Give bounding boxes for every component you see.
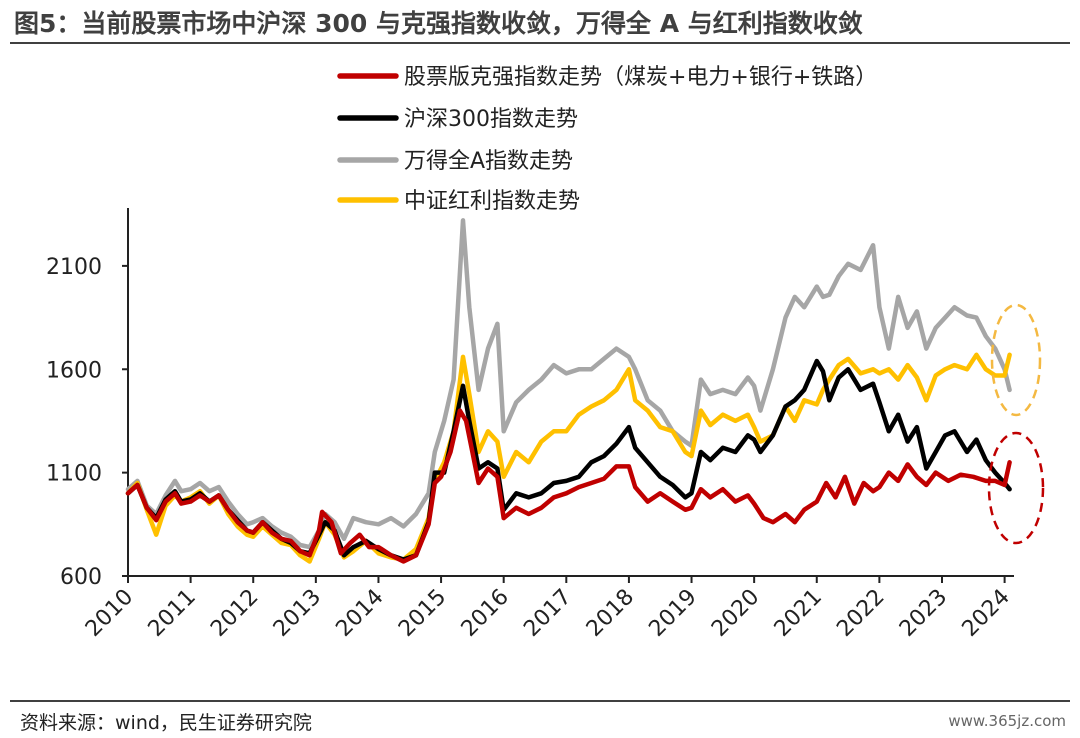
series-line-2 [125,218,1012,550]
series-line-0 [125,408,1012,564]
x-tick-label: 2013 [269,585,326,642]
x-tick-label: 2019 [645,585,702,642]
chart-annotations [987,303,1045,545]
line-chart: 股票版克强指数走势（煤炭+电力+银行+铁路） 沪深300指数走势万得全A指数走势中… [46,65,1045,642]
legend-label-1: 沪深300指数走势 [404,107,578,132]
x-tick-label: 2021 [770,585,827,642]
annotation-ellipse-yellow [990,303,1042,417]
source-note: 资料来源：wind，民生证券研究院 [20,712,312,734]
x-tick-label: 2016 [457,585,514,642]
x-tick-label: 2022 [832,585,889,642]
y-tick-label: 1100 [46,462,102,487]
title-divider [10,42,1070,44]
x-tick-label: 2011 [144,585,201,642]
chart-series [125,218,1012,564]
x-tick-label: 2018 [582,585,639,642]
page-title: 图5：当前股票市场中沪深 300 与克强指数收敛，万得全 A 与红利指数收敛 [14,9,863,38]
x-tick-label: 2024 [958,585,1015,642]
x-tick-label: 2012 [206,585,263,642]
x-tick-label: 2020 [707,585,764,642]
legend-label-0: 股票版克强指数走势（煤炭+电力+银行+铁路） [404,65,877,90]
footer-divider [10,700,1070,702]
chart-legend: 股票版克强指数走势（煤炭+电力+银行+铁路） 沪深300指数走势万得全A指数走势中… [337,65,877,214]
x-tick-label: 2010 [81,585,138,642]
x-tick-label: 2014 [331,585,388,642]
series-line-3 [125,352,1012,564]
x-tick-label: 2015 [394,585,451,642]
x-tick-label: 2023 [895,585,952,642]
y-tick-label: 1600 [46,358,102,383]
legend-label-3: 中证红利指数走势 [404,189,580,214]
legend-label-2: 万得全A指数走势 [404,149,573,174]
x-tick-label: 2017 [519,585,576,642]
watermark: www.365jz.com [948,712,1066,730]
y-tick-label: 600 [60,565,102,590]
y-tick-label: 2100 [46,255,102,280]
annotation-ellipse-red [987,431,1045,545]
